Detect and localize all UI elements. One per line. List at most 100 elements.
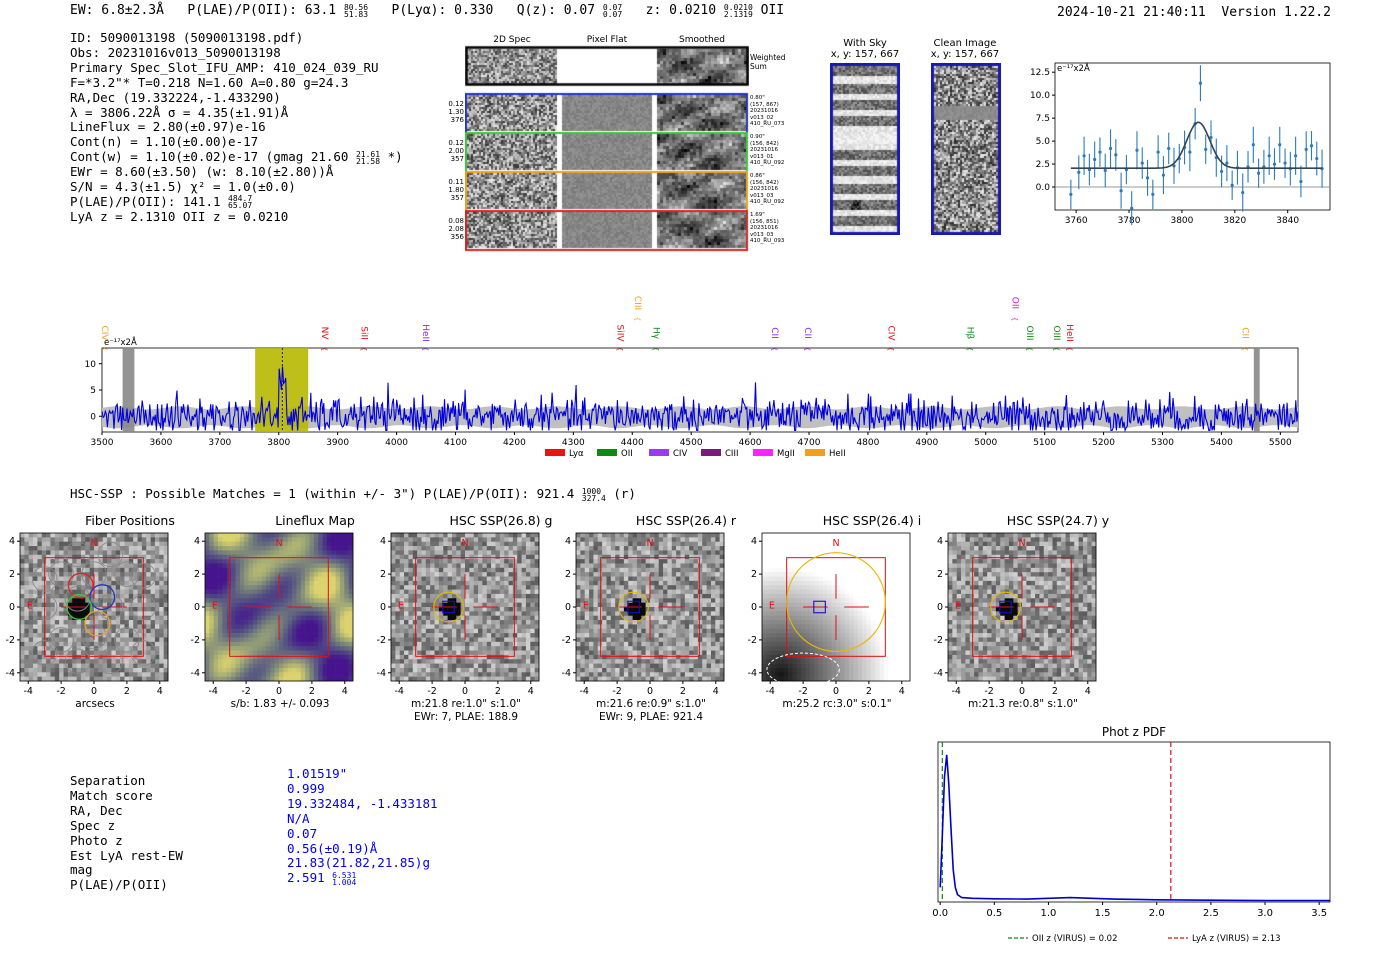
cutout-pixel: [412, 646, 418, 651]
cutout-pixel: [628, 650, 633, 656]
cutout-pixel: [597, 580, 603, 586]
cutout-pixel: [451, 650, 457, 656]
cutout-pixel: [654, 663, 659, 669]
cutout-pixel: [270, 554, 275, 560]
cutout-pixel: [120, 672, 125, 677]
cutout-pixel: [636, 593, 642, 599]
cutout-pixel: [623, 567, 629, 573]
emission-line-bracket: {: [770, 347, 778, 351]
cutout-pixel: [20, 659, 25, 664]
cutout-pixel: [313, 546, 319, 551]
cutout-pixel: [54, 659, 60, 664]
cutout-pixel: [163, 676, 169, 682]
cutout-pixel: [460, 589, 466, 595]
cutout-pixel: [404, 537, 409, 542]
cutout-pixel: [521, 650, 527, 656]
line-fit-unit: e⁻¹⁷x2Å: [1057, 62, 1090, 74]
cutout-pixel: [715, 641, 720, 647]
cutout-pixel: [33, 628, 38, 634]
cutout-pixel: [226, 628, 232, 634]
cutout-pixel: [697, 659, 703, 664]
cutout-pixel: [205, 654, 210, 660]
cutout-pixel: [658, 572, 664, 577]
cutout-pixel: [154, 559, 160, 564]
cutout-pixel: [252, 633, 258, 638]
cutout-pixel: [606, 663, 612, 669]
cutout-pixel: [417, 676, 422, 682]
cutout-pixel: [239, 533, 245, 538]
cutout-pixel: [473, 602, 479, 608]
cutout-pixel: [283, 559, 288, 564]
cutout-pixel: [124, 567, 130, 573]
cutout-pixel: [331, 620, 336, 625]
cutout-pixel: [20, 554, 25, 560]
cutout-pixel: [619, 554, 625, 560]
cutout-pixel: [89, 650, 95, 656]
cutout-pixel: [146, 589, 151, 595]
cutout-pixel: [331, 554, 336, 560]
cutout-pixel: [270, 563, 275, 569]
cutout-pixel: [231, 637, 236, 643]
cutout-pixel: [292, 567, 297, 573]
cutout-pixel: [478, 676, 483, 682]
cutout-pixel: [521, 572, 527, 577]
cutout-pixel: [120, 611, 125, 616]
cutout-pixel: [339, 580, 345, 586]
cutout-pixel: [645, 563, 651, 569]
cutout-pixel: [59, 541, 64, 547]
cutout-pixel: [305, 659, 310, 664]
cutout-pixel: [265, 567, 271, 573]
cutout-pixel: [239, 585, 245, 590]
fiber-circle: [130, 562, 157, 589]
cutout-pixel: [335, 637, 341, 643]
cutout-pixel: [697, 572, 703, 577]
cutout-pixel: [650, 563, 655, 569]
legend-swatch: [649, 449, 669, 456]
cutout-pixel: [430, 576, 435, 582]
cutout-pixel: [395, 593, 400, 599]
cutout-pixel: [326, 563, 332, 569]
cutout-pixel: [667, 589, 673, 595]
cutout-pixel: [76, 663, 82, 669]
cutout-pixel: [85, 580, 90, 586]
cutout-pixel: [451, 589, 457, 595]
cutout-pixel: [395, 585, 400, 590]
cutout-pixel: [684, 537, 690, 542]
cutout-pixel: [287, 646, 293, 651]
cutout-pixel: [150, 624, 156, 630]
cutout-pixel: [115, 572, 121, 577]
cutout-pixel: [663, 559, 668, 564]
cutout-pixel: [63, 537, 69, 542]
cutout-pixel: [94, 541, 99, 547]
y-tick-label: 0: [9, 602, 15, 613]
cutout-pixel: [697, 563, 703, 569]
cutout-pixel: [46, 563, 51, 569]
cutout-pixel: [676, 641, 681, 647]
timestamp: 2024-10-21 21:40:11: [1057, 5, 1206, 20]
cutout-pixel: [63, 585, 69, 590]
cutout-pixel: [499, 589, 505, 595]
cutout-pixel: [495, 607, 501, 612]
cutout-pixel: [244, 620, 249, 625]
cutout-pixel: [94, 628, 99, 634]
cutout-pixel: [391, 611, 396, 616]
cutout-pixel: [37, 567, 43, 573]
cutout-pixel: [63, 541, 69, 547]
cutout-pixel: [133, 624, 138, 630]
cutout-pixel: [283, 533, 288, 538]
cutout-pixel: [593, 546, 599, 551]
cutout-pixel: [331, 637, 336, 643]
cutout-pixel: [335, 546, 341, 551]
cutout-pixel: [67, 615, 73, 621]
cutout-pixel: [80, 620, 86, 625]
cutout-pixel: [120, 676, 125, 682]
cutout-pixel: [283, 550, 288, 556]
cutout-pixel: [517, 633, 522, 638]
cutout-pixel: [534, 541, 540, 547]
cutout-pixel: [28, 637, 34, 643]
cutout-pixel: [252, 620, 258, 625]
cutout-pixel: [447, 654, 453, 660]
cutout-pixel: [499, 567, 505, 573]
cutout-pixel: [150, 646, 156, 651]
cutout-pixel: [512, 628, 518, 634]
